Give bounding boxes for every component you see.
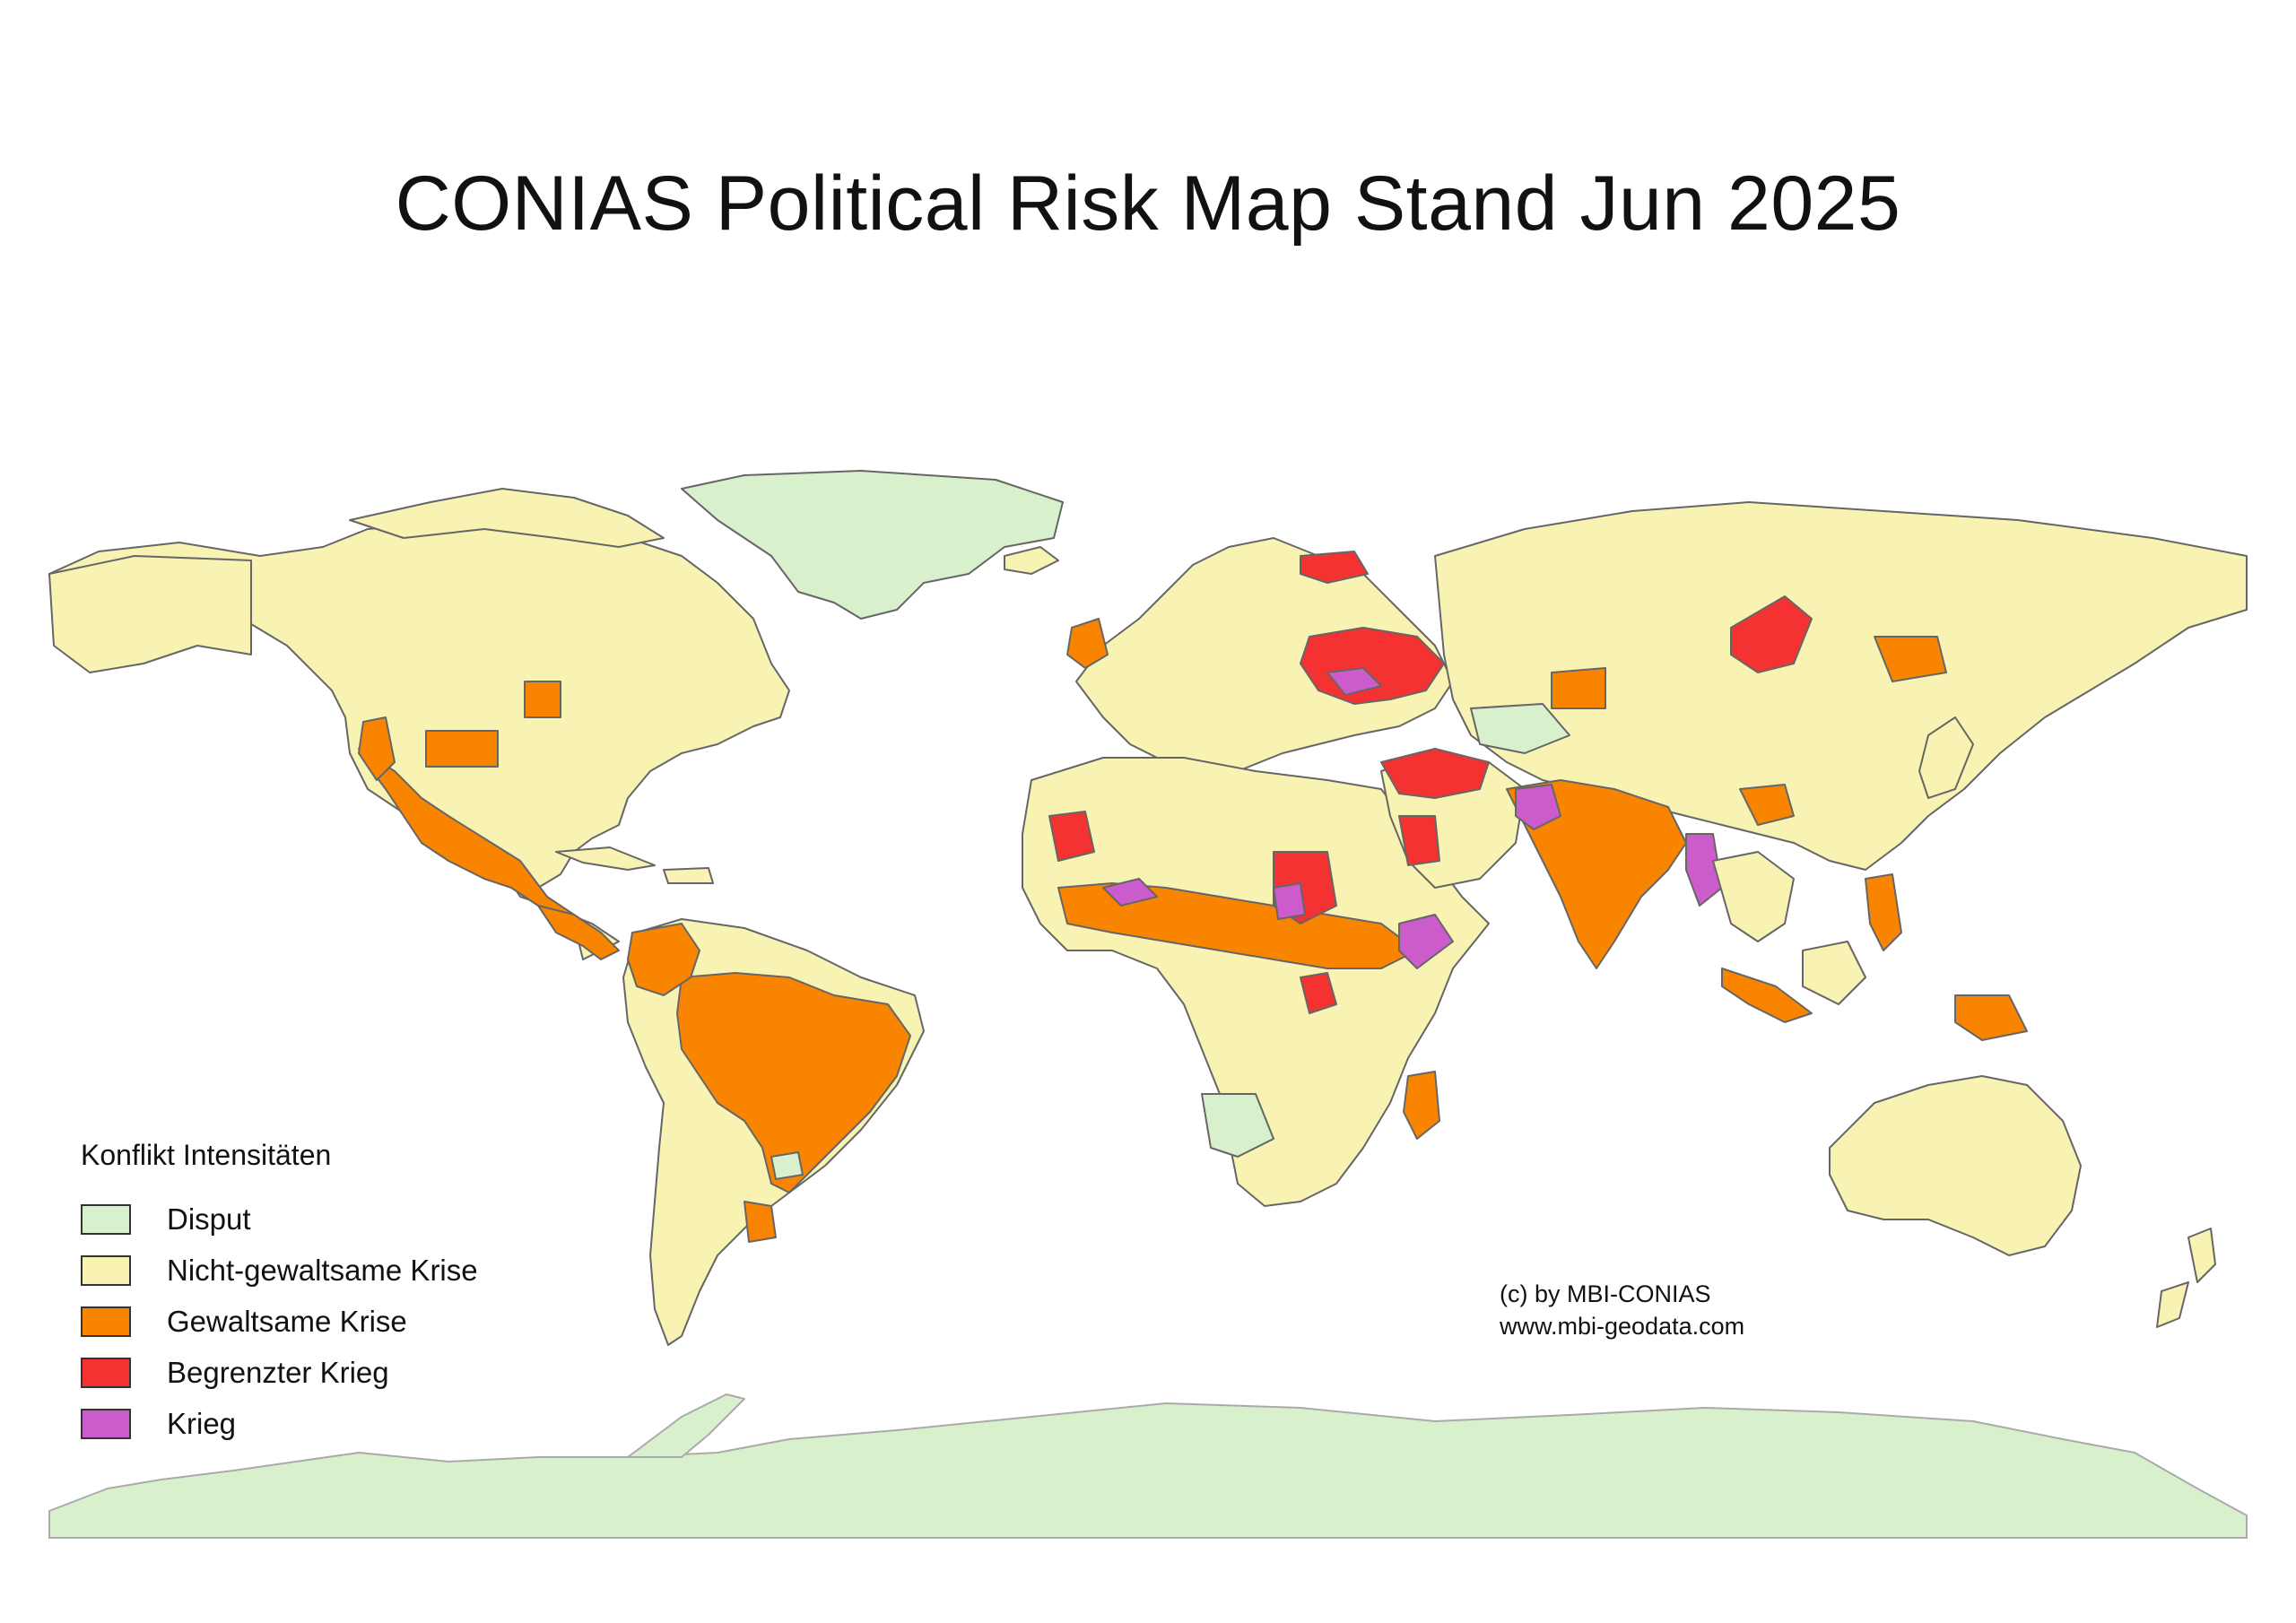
region-arctic-islands: [349, 488, 665, 548]
region-sahel-krieg: [1102, 878, 1158, 907]
legend-label-disput: Disput: [167, 1202, 251, 1236]
legend: Konflikt Intensitäten Disput Nicht-gewal…: [81, 1139, 478, 1449]
region-syria-iraq-war: [1380, 748, 1490, 799]
region-pakistan-krieg: [1515, 784, 1561, 830]
region-mali-war: [1048, 811, 1095, 862]
region-siberia-war: [1730, 595, 1813, 673]
legend-label-nicht-gewaltsame-krise: Nicht-gewaltsame Krise: [167, 1253, 478, 1287]
region-antarctic-peninsula: [627, 1393, 745, 1458]
region-cuba: [555, 846, 656, 871]
region-indonesia-west: [1721, 968, 1813, 1023]
region-uruguay: [770, 1151, 804, 1180]
region-philippines: [1865, 873, 1902, 951]
legend-swatch-nicht-gewaltsame-krise: [81, 1254, 131, 1286]
page-title: CONIAS Political Risk Map Stand Jun 2025: [395, 161, 1901, 247]
legend-item-nicht-gewaltsame-krise: Nicht-gewaltsame Krise: [81, 1245, 478, 1296]
region-papua: [1954, 994, 2028, 1041]
legend-label-begrenzter-krieg: Begrenzter Krieg: [167, 1355, 389, 1389]
region-ukraine-krieg: [1326, 667, 1382, 696]
region-yemen-war: [1398, 815, 1440, 866]
region-india: [1506, 779, 1687, 969]
region-somalia: [1398, 914, 1454, 969]
region-brazil: [676, 972, 911, 1193]
credit-copyright: (c) by MBI-CONIAS: [1500, 1280, 1711, 1307]
legend-label-krieg: Krieg: [167, 1406, 237, 1440]
region-us-minnesota: [524, 681, 561, 718]
region-central-asia-disput: [1470, 703, 1570, 754]
legend-swatch-krieg: [81, 1408, 131, 1439]
credit-block: (c) by MBI-CONIAS www.mbi-geodata.com: [1500, 1278, 1744, 1342]
region-southeast-asia: [1712, 851, 1795, 942]
legend-item-disput: Disput: [81, 1193, 478, 1245]
region-japan: [1918, 716, 1974, 799]
region-russia-orange: [1551, 667, 1606, 709]
region-central-america: [537, 905, 620, 960]
region-alaska: [48, 555, 252, 673]
legend-swatch-begrenzter-krieg: [81, 1357, 131, 1388]
region-southern-africa-disput: [1201, 1093, 1274, 1158]
region-madagascar: [1403, 1071, 1440, 1140]
region-china-orange: [1739, 784, 1795, 826]
region-uk: [1066, 618, 1109, 669]
legend-title: Konflikt Intensitäten: [81, 1139, 332, 1171]
region-hispaniola: [663, 867, 714, 884]
region-us-west: [358, 716, 396, 781]
region-antarctica: [48, 1402, 2248, 1539]
region-us-colorado: [425, 730, 499, 768]
region-greenland: [681, 470, 1064, 620]
region-africa: [1022, 757, 1490, 1207]
region-sahel-orange: [1057, 882, 1418, 969]
legend-item-gewaltsame-krise: Gewaltsame Krise: [81, 1296, 478, 1347]
region-colombia: [627, 923, 700, 996]
legend-swatch-disput: [81, 1203, 131, 1235]
legend-swatch-gewaltsame-krise: [81, 1306, 131, 1337]
region-iceland: [1004, 546, 1059, 575]
region-argentina: [744, 1201, 777, 1243]
region-karelia: [1300, 551, 1369, 584]
region-australia: [1829, 1075, 2082, 1256]
legend-label-gewaltsame-krise: Gewaltsame Krise: [167, 1304, 407, 1338]
legend-item-begrenzter-krieg: Begrenzter Krieg: [81, 1347, 478, 1398]
region-sudan-krieg: [1273, 882, 1306, 920]
region-myanmar-krieg: [1685, 833, 1723, 907]
legend-item-krieg: Krieg: [81, 1398, 478, 1449]
region-borneo: [1802, 941, 1866, 1005]
region-new-zealand: [2156, 1228, 2216, 1328]
region-siberia-orange: [1874, 636, 1947, 682]
credit-website: www.mbi-geodata.com: [1500, 1313, 1745, 1340]
region-drc-war: [1300, 972, 1337, 1014]
